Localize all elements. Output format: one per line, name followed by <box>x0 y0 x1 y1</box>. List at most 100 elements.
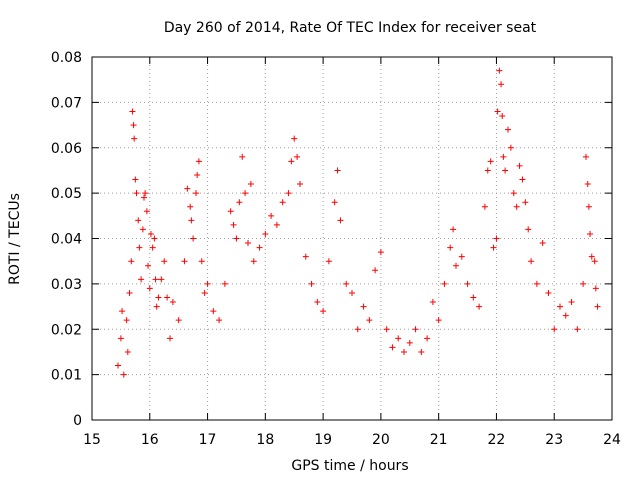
data-point <box>152 276 159 283</box>
data-point <box>145 262 152 269</box>
data-point <box>147 230 154 237</box>
data-point <box>519 176 526 183</box>
data-point <box>123 317 130 324</box>
y-tick-label: 0.06 <box>51 141 82 157</box>
data-point <box>498 81 505 88</box>
y-tick-label: 0.03 <box>51 277 82 293</box>
data-point <box>441 280 448 287</box>
data-point <box>528 258 535 265</box>
data-point <box>507 144 514 151</box>
data-point <box>584 181 591 188</box>
data-point <box>247 181 254 188</box>
data-point <box>262 230 269 237</box>
data-point <box>130 122 137 129</box>
data-point <box>242 190 249 197</box>
data-point <box>233 235 240 242</box>
data-point <box>302 253 309 260</box>
data-point <box>525 226 532 233</box>
data-point <box>588 253 595 260</box>
axis-ticks <box>91 56 613 421</box>
data-point <box>470 294 477 301</box>
data-point <box>245 240 251 247</box>
data-point <box>135 217 142 224</box>
data-point <box>153 303 160 310</box>
data-point <box>139 226 146 233</box>
y-tick-label: 0.01 <box>51 368 82 384</box>
x-tick-label: 17 <box>199 432 217 448</box>
data-point <box>500 153 507 160</box>
data-point <box>343 280 350 287</box>
data-point <box>447 244 454 251</box>
y-tick-label: 0.08 <box>51 50 82 66</box>
x-tick-label: 21 <box>430 432 448 448</box>
data-point <box>499 112 506 119</box>
data-point <box>181 258 188 265</box>
data-point <box>124 348 131 355</box>
data-point <box>372 267 379 274</box>
data-point <box>279 199 286 206</box>
data-point <box>291 135 298 142</box>
data-point <box>308 280 315 287</box>
data-point <box>594 303 601 310</box>
y-tick-label: 0.05 <box>51 186 82 202</box>
data-point <box>143 208 150 215</box>
data-point <box>522 199 529 206</box>
x-tick-label: 16 <box>141 432 159 448</box>
data-point <box>545 289 552 296</box>
data-point <box>395 335 402 342</box>
y-tick-label: 0 <box>73 413 82 429</box>
data-point <box>236 199 243 206</box>
data-point <box>401 348 407 355</box>
data-point <box>412 326 419 333</box>
data-point <box>494 108 501 115</box>
data-point <box>155 294 162 301</box>
data-point <box>146 285 153 292</box>
data-point <box>297 181 303 188</box>
chart-title: Day 260 of 2014, Rate Of TEC Index for r… <box>164 20 537 36</box>
data-point <box>198 258 205 265</box>
data-point <box>294 153 301 160</box>
data-point <box>128 258 135 265</box>
data-point <box>337 217 344 224</box>
data-point <box>587 230 594 237</box>
data-point <box>487 158 494 165</box>
data-point <box>216 317 223 324</box>
data-points <box>115 67 601 378</box>
data-point <box>126 289 133 296</box>
y-tick-label: 0.02 <box>51 322 82 338</box>
data-point <box>349 289 355 296</box>
data-point <box>187 203 194 210</box>
data-point <box>325 258 332 265</box>
data-point <box>360 303 367 310</box>
data-point <box>383 326 390 333</box>
x-tick-label: 19 <box>314 432 332 448</box>
data-point <box>389 344 396 351</box>
data-point <box>268 212 275 219</box>
data-point <box>149 244 156 251</box>
data-point <box>195 158 202 165</box>
data-point <box>227 208 234 215</box>
data-point <box>221 280 228 287</box>
data-point <box>484 167 491 174</box>
data-point <box>585 203 592 210</box>
data-point <box>273 221 280 228</box>
x-tick-label: 22 <box>488 432 506 448</box>
data-point <box>193 190 199 197</box>
data-point <box>496 67 503 74</box>
data-point <box>592 285 599 292</box>
data-point <box>476 303 483 310</box>
data-point <box>429 299 436 306</box>
data-point <box>424 335 431 342</box>
y-tick-label: 0.07 <box>51 95 82 111</box>
data-point <box>129 108 136 115</box>
data-point <box>568 299 575 306</box>
x-axis-label: GPS time / hours <box>291 458 408 474</box>
x-tick-label: 23 <box>545 432 563 448</box>
data-point <box>133 190 140 197</box>
data-point <box>158 276 165 283</box>
data-point <box>551 326 558 333</box>
data-point <box>574 326 581 333</box>
data-point <box>513 203 520 210</box>
y-tick-label: 0.04 <box>51 232 82 248</box>
